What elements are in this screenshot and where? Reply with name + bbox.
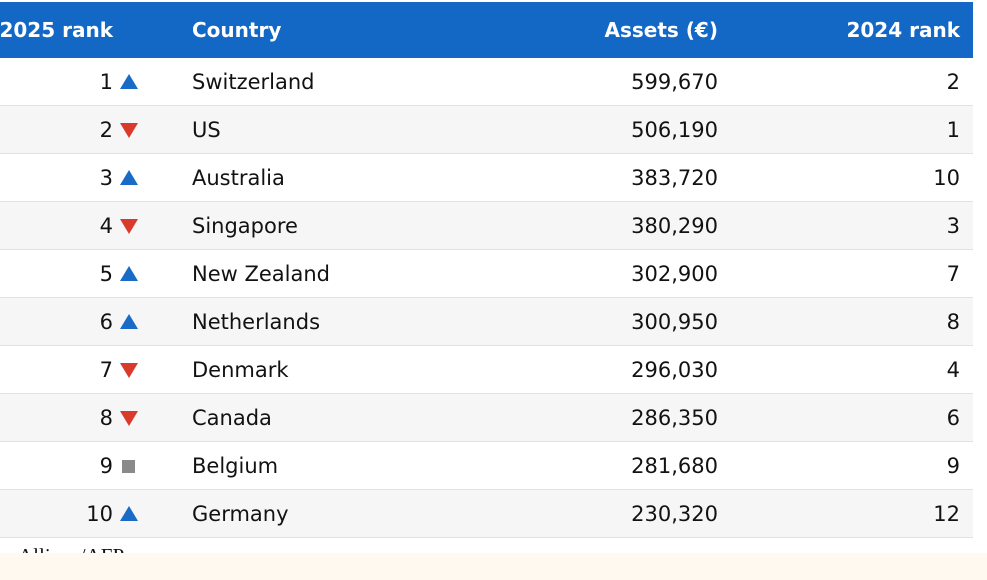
- trend-icon: [120, 411, 138, 426]
- trend-icon: [122, 460, 135, 473]
- assets: 286,350: [631, 405, 718, 430]
- trend-down: [120, 123, 138, 138]
- rank-2024: 1: [946, 117, 960, 142]
- trend-down: [120, 219, 138, 234]
- assets: 300,950: [631, 309, 718, 334]
- table-row: 1 Switzerland 599,670 2: [0, 58, 973, 106]
- trend-icon: [120, 266, 138, 281]
- trend-icon: [120, 123, 138, 138]
- country: Singapore: [192, 213, 298, 238]
- rank-2025: 10: [86, 501, 113, 526]
- rank-2024: 8: [946, 309, 960, 334]
- table-row: 4 Singapore 380,290 3: [0, 202, 973, 250]
- trend-same: [122, 460, 135, 473]
- rank-2024: 6: [946, 405, 960, 430]
- table-row: 5 New Zealand 302,900 7: [0, 250, 973, 298]
- rank-2025: 4: [99, 213, 113, 238]
- header-cell: 2025 rank: [0, 18, 113, 42]
- rank-2024: 3: [946, 213, 960, 238]
- country: Switzerland: [192, 69, 315, 94]
- trend-icon: [120, 219, 138, 234]
- trend-icon: [120, 170, 138, 185]
- header-cell: Assets (€): [604, 18, 718, 42]
- header-cell: Country: [192, 18, 282, 42]
- table-row: 10 Germany 230,320 12: [0, 490, 973, 538]
- rank-2025: 6: [99, 309, 113, 334]
- table-row: 9 Belgium 281,680 9: [0, 442, 973, 490]
- country: Australia: [192, 165, 285, 190]
- trend-up: [120, 170, 138, 185]
- country: Canada: [192, 405, 272, 430]
- rank-2025: 5: [99, 261, 113, 286]
- country: Netherlands: [192, 309, 321, 334]
- table-row: 2 US 506,190 1: [0, 106, 973, 154]
- rank-2025: 8: [99, 405, 113, 430]
- rank-2025: 2: [99, 117, 113, 142]
- trend-up: [120, 506, 138, 521]
- trend-down: [120, 411, 138, 426]
- trend-icon: [120, 314, 138, 329]
- country: Belgium: [192, 453, 279, 478]
- table-row: 8 Canada 286,350 6: [0, 394, 973, 442]
- country: New Zealand: [192, 261, 330, 286]
- country: Denmark: [192, 357, 289, 382]
- assets: 380,290: [631, 213, 718, 238]
- rank-2024: 2: [946, 69, 960, 94]
- trend-down: [120, 363, 138, 378]
- rank-2025: 1: [99, 69, 113, 94]
- footer-band: [0, 553, 987, 580]
- rank-2025: 9: [99, 453, 113, 478]
- trend-up: [120, 74, 138, 89]
- trend-up: [120, 266, 138, 281]
- assets: 599,670: [631, 69, 718, 94]
- rank-2024: 10: [933, 165, 960, 190]
- rank-2025: 7: [99, 357, 113, 382]
- assets: 302,900: [631, 261, 718, 286]
- assets: 296,030: [631, 357, 718, 382]
- table-row: 3 Australia 383,720 10: [0, 154, 973, 202]
- trend-icon: [120, 74, 138, 89]
- rank-2025: 3: [99, 165, 113, 190]
- country: US: [192, 117, 221, 142]
- header-cell: 2024 rank: [846, 18, 960, 42]
- country: Germany: [192, 501, 289, 526]
- rank-2024: 7: [946, 261, 960, 286]
- assets: 506,190: [631, 117, 718, 142]
- assets: 383,720: [631, 165, 718, 190]
- trend-icon: [120, 506, 138, 521]
- rank-2024: 4: [946, 357, 960, 382]
- trend-icon: [120, 363, 138, 378]
- trend-up: [120, 314, 138, 329]
- rank-2024: 12: [933, 501, 960, 526]
- table-row: 7 Denmark 296,030 4: [0, 346, 973, 394]
- rank-2024: 9: [946, 453, 960, 478]
- table-row: 6 Netherlands 300,950 8: [0, 298, 973, 346]
- table-header: 2025 rank Country Assets (€) 2024 rank: [0, 2, 973, 58]
- assets: 230,320: [631, 501, 718, 526]
- assets: 281,680: [631, 453, 718, 478]
